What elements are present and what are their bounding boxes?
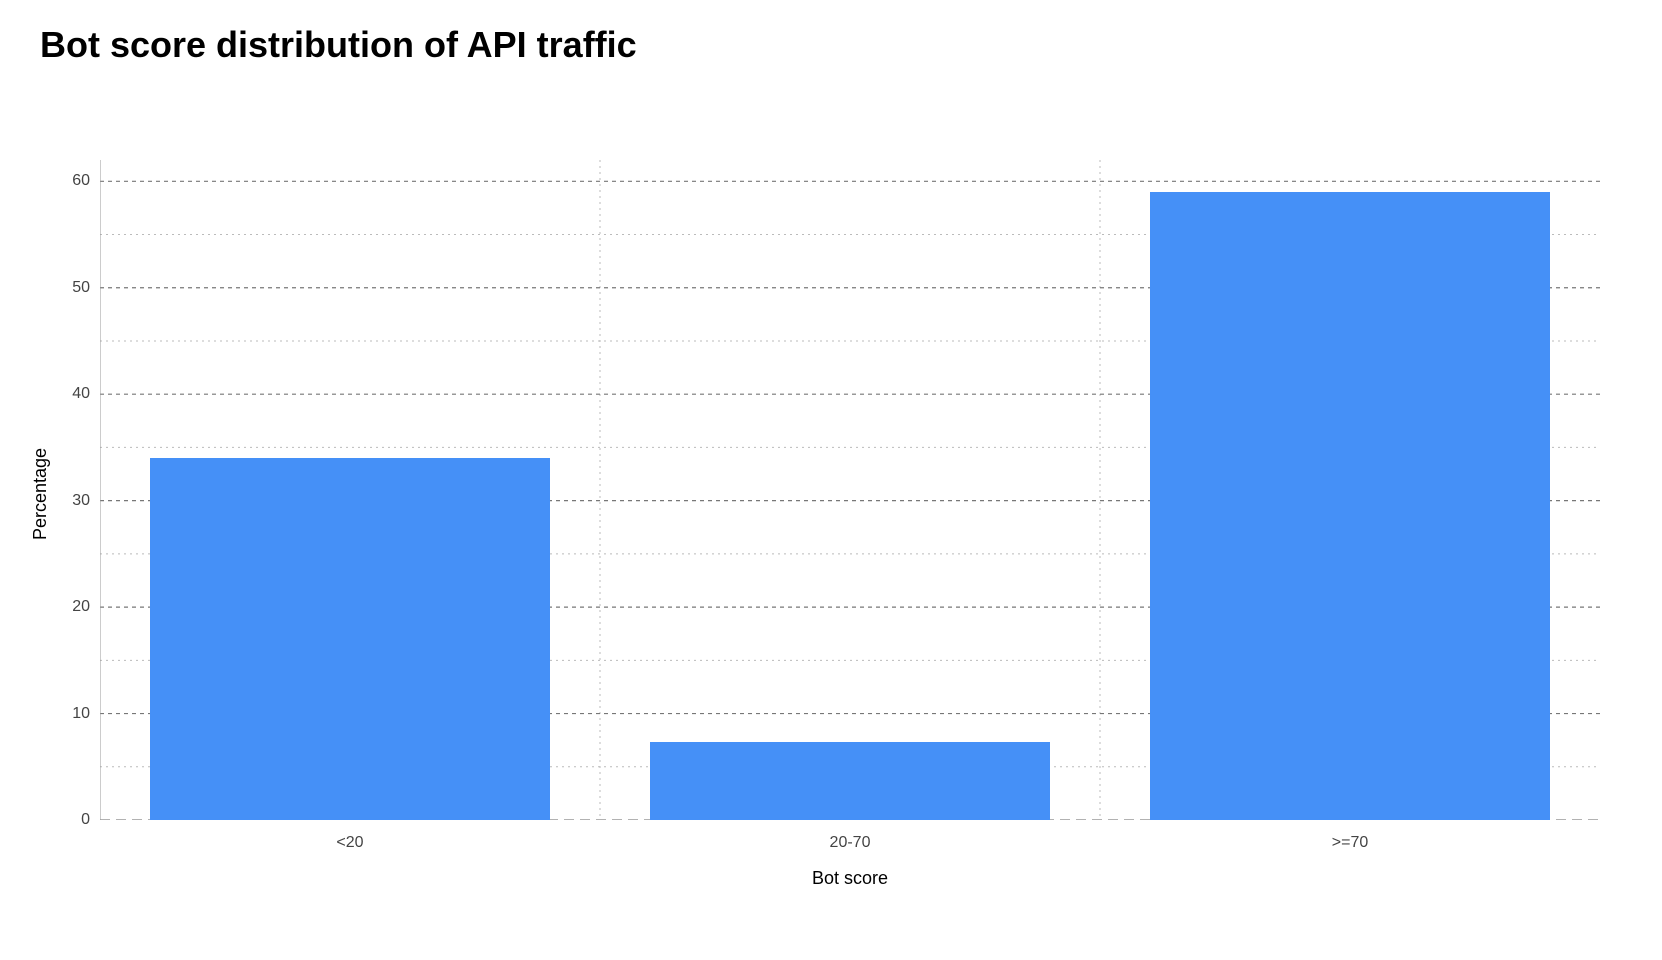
chart-container: Bot score distribution of API traffic 0 1… [0, 0, 1662, 960]
y-tick-label: 30 [50, 492, 90, 510]
y-tick-label: 60 [50, 172, 90, 190]
plot-area [100, 160, 1600, 820]
x-tick-label: <20 [336, 834, 363, 852]
chart-title: Bot score distribution of API traffic [40, 24, 637, 66]
x-axis-label: Bot score [800, 868, 900, 889]
bar [650, 742, 1050, 820]
x-tick-label: >=70 [1332, 834, 1368, 852]
y-tick-label: 20 [50, 598, 90, 616]
x-tick-label: 20-70 [830, 834, 871, 852]
y-axis-label: Percentage [30, 448, 51, 540]
y-tick-label: 50 [50, 279, 90, 297]
y-tick-label: 0 [50, 811, 90, 829]
bar [150, 458, 550, 820]
y-tick-label: 40 [50, 385, 90, 403]
y-tick-label: 10 [50, 705, 90, 723]
bar [1150, 192, 1550, 820]
